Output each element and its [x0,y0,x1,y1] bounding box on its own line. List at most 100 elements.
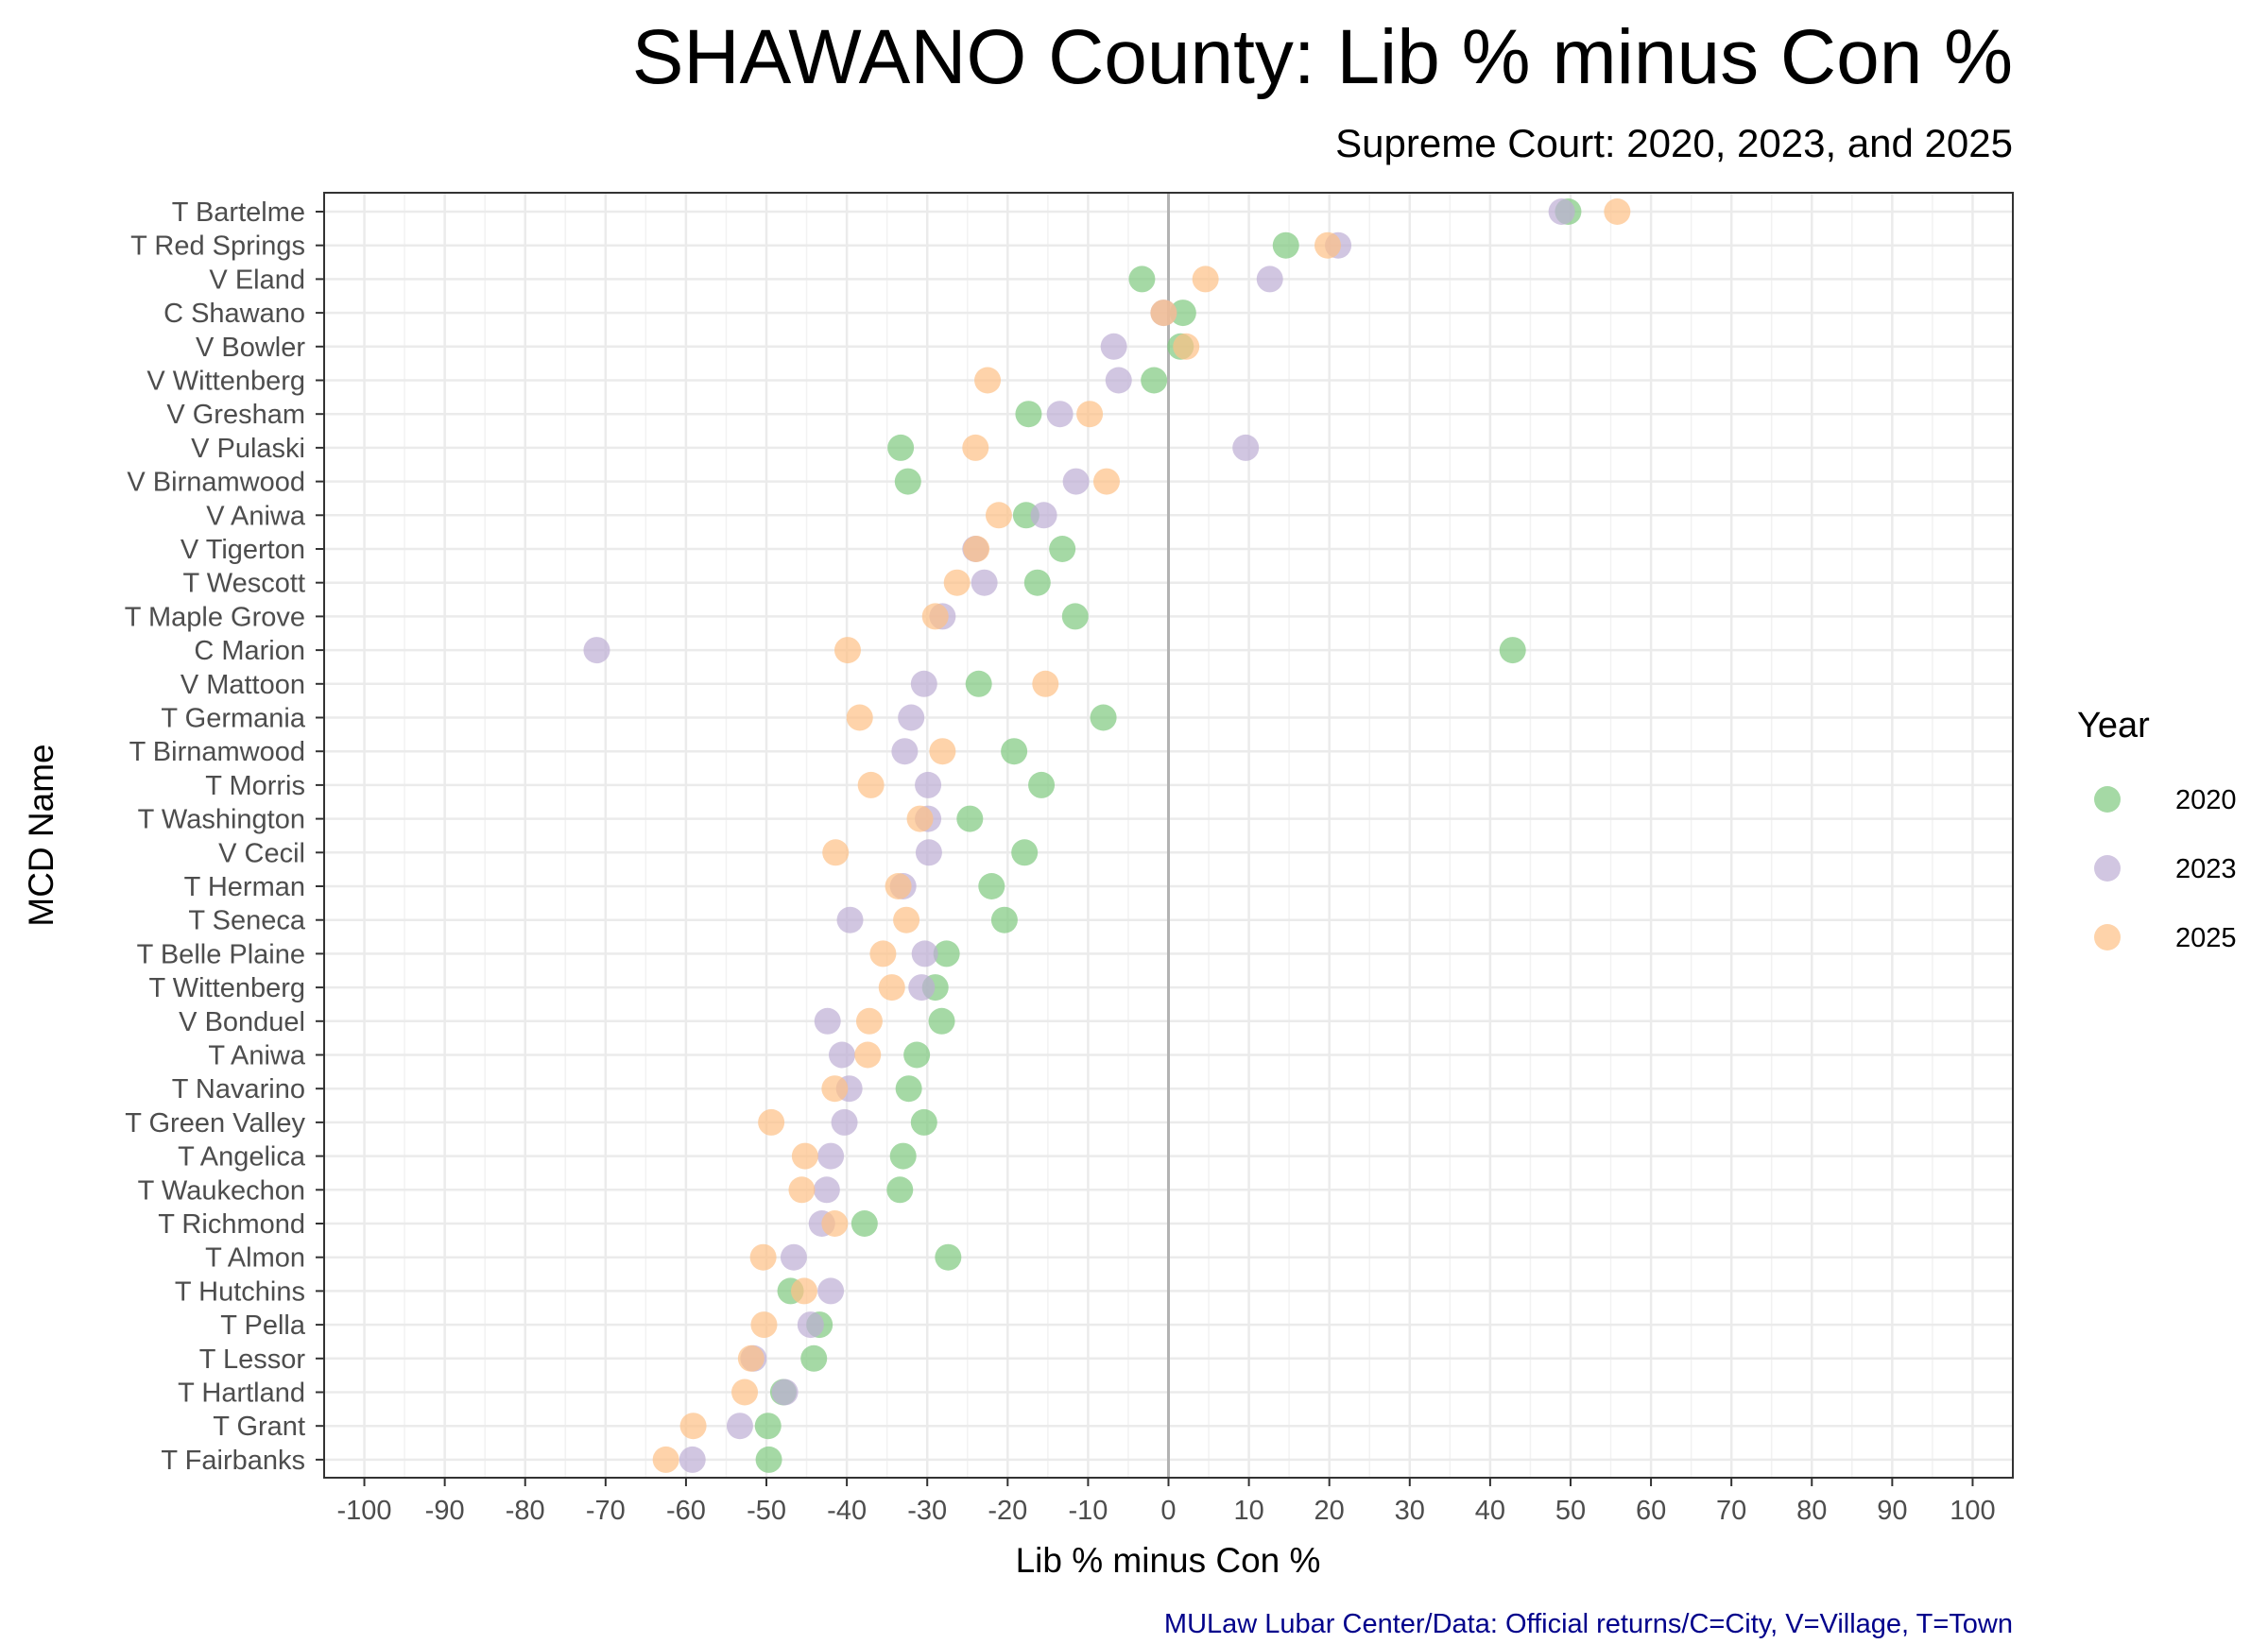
point-2023 [1030,502,1057,529]
y-tick-label: T Grant [213,1412,305,1442]
point-2025 [749,1243,777,1271]
x-tick-label: -10 [1068,1496,1108,1526]
y-tick-label: V Cecil [218,838,305,868]
y-tick-label: T Maple Grove [125,602,305,632]
point-2023 [1232,434,1260,461]
x-tick-label: 80 [1796,1496,1827,1526]
x-tick-label: -80 [506,1496,545,1526]
point-2025 [833,637,861,664]
x-tick-label: -50 [747,1496,786,1526]
point-2020 [1141,367,1168,394]
y-tick-label: T Wescott [183,569,305,599]
point-2023 [780,1243,807,1271]
point-2020 [1090,704,1117,731]
point-2023 [971,569,998,596]
y-tick-label: V Bowler [196,333,305,363]
point-2020 [990,906,1018,933]
point-2020 [886,1176,914,1204]
point-2020 [895,1075,922,1103]
x-tick-label: 20 [1314,1496,1345,1526]
point-2020 [1023,569,1051,596]
legend-key-2025 [2094,924,2121,950]
y-tick-label: T Bartelme [172,197,305,228]
x-tick-label: 10 [1233,1496,1263,1526]
point-2025 [750,1311,778,1339]
point-2025 [854,1041,882,1069]
point-2025 [1150,300,1177,327]
point-2025 [1173,333,1200,360]
x-tick-label: 90 [1877,1496,1907,1526]
y-tick-label: V Gresham [166,400,305,430]
point-2020 [935,1243,962,1271]
series-2025 [652,198,1631,1473]
x-tick-label: 0 [1160,1496,1176,1526]
y-tick-label: V Eland [209,265,305,295]
y-tick-label: V Bonduel [179,1007,305,1037]
point-2025 [974,367,1002,394]
y-tick-label: T Richmond [158,1209,305,1240]
point-2025 [731,1379,759,1406]
point-2023 [817,1142,845,1170]
point-2023 [817,1277,845,1305]
point-2020 [1128,265,1156,293]
point-2020 [1011,839,1039,866]
x-tick-label: -100 [337,1496,392,1526]
y-tick-label: T Navarino [172,1074,305,1105]
point-2023 [831,1108,858,1136]
y-tick-label: T Herman [184,872,305,902]
point-2023 [898,704,925,731]
point-2025 [1032,670,1059,697]
point-2023 [891,738,919,765]
x-tick-label: 100 [1950,1496,1995,1526]
point-2025 [878,974,905,1002]
y-tick-label: T Birnamwood [129,737,305,767]
point-2025 [788,1176,816,1204]
point-2020 [1049,536,1076,562]
chart-title: SHAWANO County: Lib % minus Con % [632,14,2013,100]
point-2025 [821,1075,849,1103]
y-tick-label: T Waukechon [138,1175,305,1206]
point-2020 [1169,300,1196,327]
point-2023 [726,1413,753,1440]
point-2023 [915,771,942,798]
grid-layer [324,193,2013,1478]
y-tick-label: T Wittenberg [149,973,305,1003]
point-2020 [800,1344,828,1372]
point-2023 [813,1176,840,1204]
point-2023 [911,940,938,968]
y-tick-label: T Seneca [188,906,305,936]
x-tick-label: -30 [907,1496,947,1526]
legend-label-2020: 2020 [2175,785,2237,815]
point-2025 [929,738,956,765]
point-2023 [1046,401,1074,428]
point-2023 [679,1446,706,1473]
point-2020 [894,468,921,495]
point-2025 [962,434,989,461]
chart-subtitle: Supreme Court: 2020, 2023, and 2025 [1335,121,2013,165]
y-tick-label: T Hutchins [175,1276,305,1307]
point-2023 [915,839,942,866]
point-2025 [652,1446,679,1473]
point-2025 [855,1007,883,1035]
point-2025 [869,940,897,968]
point-2020 [889,1142,917,1170]
point-2023 [771,1379,799,1406]
y-tick-label: T Belle Plaine [137,939,305,969]
point-2025 [791,1142,818,1170]
point-2025 [821,1210,849,1237]
point-2023 [1100,333,1127,360]
x-tick-label: 30 [1395,1496,1425,1526]
y-tick-label: T Washington [138,805,305,835]
y-tick-label: V Wittenberg [146,367,305,397]
x-tick-label: 60 [1636,1496,1666,1526]
legend: Year 2020 2023 2025 [2077,706,2237,953]
y-tick-label: T Hartland [178,1379,305,1409]
point-2025 [885,873,912,899]
point-2025 [822,839,850,866]
point-2025 [1092,468,1120,495]
point-2020 [1028,771,1056,798]
legend-key-2020 [2094,786,2121,813]
point-2020 [850,1210,878,1237]
point-2025 [985,502,1012,529]
